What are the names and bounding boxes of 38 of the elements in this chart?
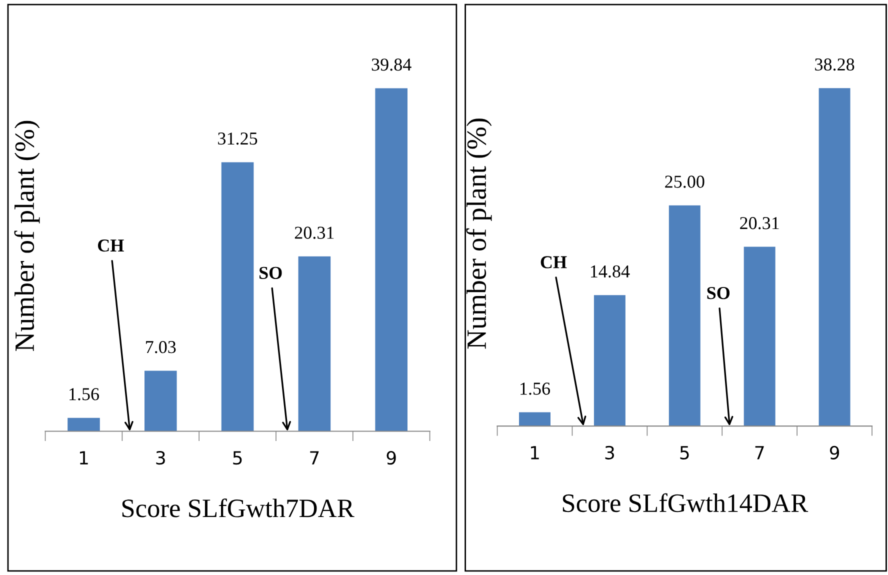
annotation: SO [707, 286, 730, 300]
x-tick-label: 7 [755, 446, 764, 460]
x-tick-label: 5 [233, 451, 242, 465]
x-tick-label: 1 [530, 446, 539, 460]
x-tick-label: 1 [80, 451, 88, 464]
annotation: SO [260, 266, 282, 279]
bar [818, 88, 850, 426]
bar [221, 162, 254, 432]
bar [668, 205, 700, 426]
data-label: 38.28 [815, 58, 854, 71]
bar [298, 256, 331, 432]
x-tick-label: 3 [156, 451, 165, 465]
bar [375, 88, 408, 432]
y-axis-title: Number of plant (%) [14, 120, 40, 352]
bar [519, 412, 550, 426]
data-label: 14.84 [590, 265, 630, 278]
bar [744, 246, 776, 426]
bar [68, 418, 100, 432]
data-label: 25.00 [665, 176, 704, 188]
data-label: 1.56 [70, 388, 99, 400]
data-label: 20.31 [740, 217, 779, 230]
data-label: 7.03 [146, 340, 176, 354]
x-axis-title: Score SLfGwth14DAR [562, 493, 808, 512]
x-axis-title: Score SLfGwth7DAR [122, 498, 354, 518]
x-tick-label: 9 [830, 446, 840, 460]
x-tick-label: 5 [680, 446, 689, 460]
bar [594, 295, 626, 426]
data-label: 1.56 [520, 382, 550, 395]
annotation: CH [540, 256, 567, 268]
x-tick-label: 9 [386, 451, 396, 465]
data-label: 31.25 [218, 132, 258, 145]
data-label: 39.84 [372, 58, 412, 71]
y-axis-title: Number of plant (%) [466, 118, 492, 349]
x-tick-label: 3 [605, 446, 614, 460]
annotation: CH [98, 240, 124, 252]
bar [144, 370, 177, 432]
data-label: 20.31 [294, 226, 334, 239]
x-tick-label: 7 [310, 451, 319, 464]
